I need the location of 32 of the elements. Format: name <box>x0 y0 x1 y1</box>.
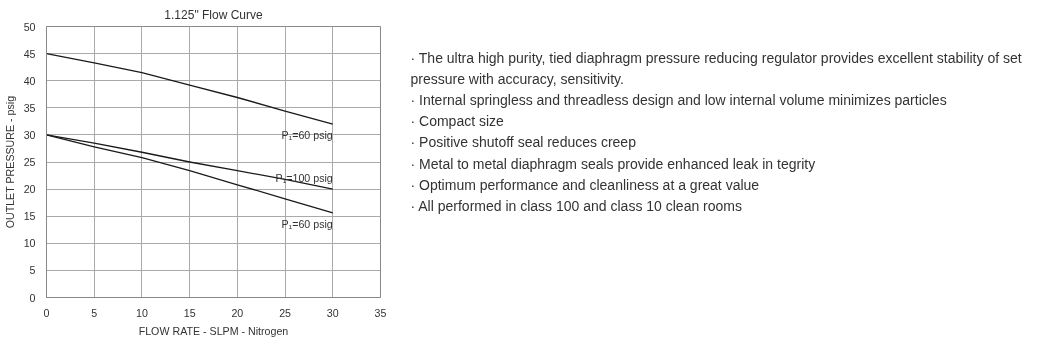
y-tick-label: 50 <box>23 20 36 33</box>
y-tick-label: 45 <box>23 47 36 60</box>
y-tick-label: 30 <box>23 128 36 141</box>
x-axis-title: FLOW RATE - SLPM - Nitrogen <box>138 324 289 337</box>
series-label: P₁=60 psig <box>281 218 333 231</box>
y-tick-label: 20 <box>23 183 36 196</box>
x-tick-label: 5 <box>91 306 98 319</box>
y-axis-title: OUTLET PRESSURE - psig <box>3 95 16 229</box>
y-tick-label: 40 <box>23 74 36 87</box>
x-tick-label: 35 <box>374 306 387 319</box>
series-label: P₁=100 psig <box>275 171 333 184</box>
series-label: P₁=60 psig <box>281 129 333 142</box>
text: · The ultra high purity, tied diaphragm pressure reducing regulator provides excellent stability of set pressure with accuracy, sensitivity. <box>410 49 1022 87</box>
y-tick-label: 5 <box>29 264 36 277</box>
y-tick-label: 10 <box>23 237 36 250</box>
y-tick-label: 15 <box>23 210 36 223</box>
text: · Optimum performance and cleanliness at a great value <box>410 176 760 193</box>
text: · Positive shutoff seal reduces creep <box>410 134 637 151</box>
y-tick-label: 0 <box>29 291 36 304</box>
text: · Compact size <box>410 113 505 130</box>
chart-title: 1.125" Flow Curve <box>164 7 263 22</box>
x-tick-label: 30 <box>326 306 339 319</box>
x-tick-label: 0 <box>43 306 50 319</box>
text: · Metal to metal diaphragm seals provide enhanced leak in tegrity <box>410 155 816 172</box>
y-tick-label: 35 <box>23 101 36 114</box>
x-tick-label: 20 <box>231 306 244 319</box>
text: · Internal springless and threadless design and low internal volume minimizes particles <box>410 92 947 109</box>
y-tick-label: 25 <box>23 156 36 168</box>
x-tick-label: 10 <box>136 306 148 319</box>
text: · All performed in class 100 and class 10 clean rooms <box>410 197 742 214</box>
x-tick-label: 25 <box>279 306 292 319</box>
x-tick-label: 15 <box>183 306 196 319</box>
